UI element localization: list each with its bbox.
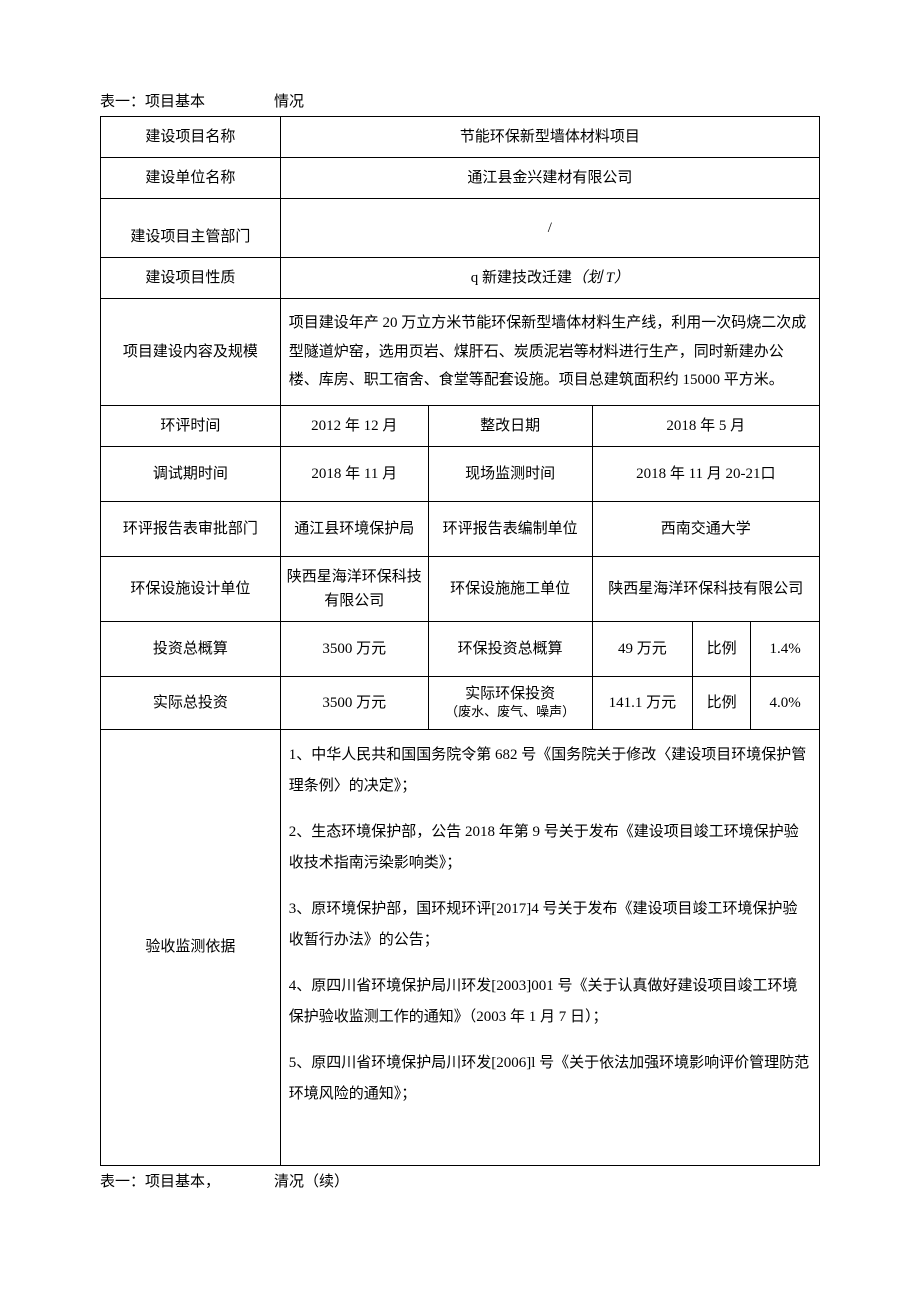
cell-label: 比例 (693, 676, 751, 729)
basis-item: 2、生态环境保护部，公告 2018 年第 9 号关于发布《建设项目竣工环境保护验… (289, 817, 811, 880)
cell-value: 通江县金兴建材有限公司 (280, 158, 819, 199)
cell-label: 建设项目性质 (101, 258, 281, 299)
acceptance-basis: 1、中华人民共和国国务院令第 682 号《国务院关于修改〈建设项目环境保护管理条… (280, 729, 819, 1165)
cell-label: 实际环保投资 （废水、废气、噪声） (428, 676, 592, 729)
footer-caption: 表一：项目基本， 清况（续） (100, 1170, 820, 1194)
basis-item: 4、原四川省环境保护局川环发[2003]001 号《关于认真做好建设项目竣工环境… (289, 971, 811, 1034)
invest-line1: 实际环保投资 (435, 685, 586, 705)
footer-left: 表一：项目基本， (100, 1170, 270, 1194)
cell-label: 建设项目主管部门 (101, 199, 281, 258)
cell-label: 比例 (693, 621, 751, 676)
cell-value: 2018 年 11 月 (280, 446, 428, 501)
cell-label: 实际总投资 (101, 676, 281, 729)
caption-right: 情况 (270, 90, 304, 114)
cell-label: 环保设施施工单位 (428, 556, 592, 621)
table-row: 建设项目性质 q 新建技改迁建（划 T） (101, 258, 820, 299)
table-row: 建设项目名称 节能环保新型墙体材料项目 (101, 117, 820, 158)
cell-label: 环评时间 (101, 405, 281, 446)
caption-left: 表一：项目基本 (100, 90, 270, 114)
basis-item: 3、原环境保护部，国环规环评[2017]4 号关于发布《建设项目竣工环境保护验收… (289, 894, 811, 957)
invest-line2: （废水、废气、噪声） (435, 704, 586, 721)
cell-label: 调试期时间 (101, 446, 281, 501)
cell-value: 陕西星海洋环保科技有限公司 (592, 556, 819, 621)
nature-italic: （划 T） (572, 270, 629, 286)
cell-value: 3500 万元 (280, 621, 428, 676)
table-row: 环保设施设计单位 陕西星海洋环保科技有限公司 环保设施施工单位 陕西星海洋环保科… (101, 556, 820, 621)
cell-value: / (280, 199, 819, 258)
cell-value: 141.1 万元 (592, 676, 692, 729)
table-row: 环评时间 2012 年 12 月 整改日期 2018 年 5 月 (101, 405, 820, 446)
cell-value: 2018 年 5 月 (592, 405, 819, 446)
cell-label: 环评报告表审批部门 (101, 501, 281, 556)
table-caption: 表一：项目基本 情况 (100, 90, 820, 114)
cell-value: 4.0% (751, 676, 820, 729)
basis-item: 5、原四川省环境保护局川环发[2006]l 号《关于依法加强环境影响评价管理防范… (289, 1048, 811, 1111)
project-info-table: 建设项目名称 节能环保新型墙体材料项目 建设单位名称 通江县金兴建材有限公司 建… (100, 116, 820, 1166)
cell-label: 验收监测依据 (101, 729, 281, 1165)
cell-label: 建设单位名称 (101, 158, 281, 199)
table-row: 调试期时间 2018 年 11 月 现场监测时间 2018 年 11 月 20-… (101, 446, 820, 501)
cell-value: 节能环保新型墙体材料项目 (280, 117, 819, 158)
cell-value: 49 万元 (592, 621, 692, 676)
cell-label: 项目建设内容及规模 (101, 299, 281, 406)
table-row: 建设单位名称 通江县金兴建材有限公司 (101, 158, 820, 199)
cell-value: 西南交通大学 (592, 501, 819, 556)
cell-value: 陕西星海洋环保科技有限公司 (280, 556, 428, 621)
cell-label: 环保设施设计单位 (101, 556, 281, 621)
cell-label: 建设项目名称 (101, 117, 281, 158)
footer-right: 清况（续） (270, 1170, 349, 1194)
table-row: 环评报告表审批部门 通江县环境保护局 环评报告表编制单位 西南交通大学 (101, 501, 820, 556)
nature-prefix: q 新建技改迁建 (471, 270, 572, 286)
cell-label: 环保投资总概算 (428, 621, 592, 676)
cell-label: 整改日期 (428, 405, 592, 446)
table-row: 投资总概算 3500 万元 环保投资总概算 49 万元 比例 1.4% (101, 621, 820, 676)
table-row: 建设项目主管部门 / (101, 199, 820, 258)
cell-value: 2012 年 12 月 (280, 405, 428, 446)
cell-value: q 新建技改迁建（划 T） (280, 258, 819, 299)
table-row: 项目建设内容及规模 项目建设年产 20 万立方米节能环保新型墙体材料生产线，利用… (101, 299, 820, 406)
cell-value: 通江县环境保护局 (280, 501, 428, 556)
cell-value: 1.4% (751, 621, 820, 676)
basis-item: 1、中华人民共和国国务院令第 682 号《国务院关于修改〈建设项目环境保护管理条… (289, 740, 811, 803)
cell-label: 现场监测时间 (428, 446, 592, 501)
table-row: 验收监测依据 1、中华人民共和国国务院令第 682 号《国务院关于修改〈建设项目… (101, 729, 820, 1165)
cell-label: 环评报告表编制单位 (428, 501, 592, 556)
cell-value: 项目建设年产 20 万立方米节能环保新型墙体材料生产线，利用一次码烧二次成型隧道… (280, 299, 819, 406)
cell-value: 2018 年 11 月 20-21口 (592, 446, 819, 501)
cell-value: 3500 万元 (280, 676, 428, 729)
table-row: 实际总投资 3500 万元 实际环保投资 （废水、废气、噪声） 141.1 万元… (101, 676, 820, 729)
cell-label: 投资总概算 (101, 621, 281, 676)
